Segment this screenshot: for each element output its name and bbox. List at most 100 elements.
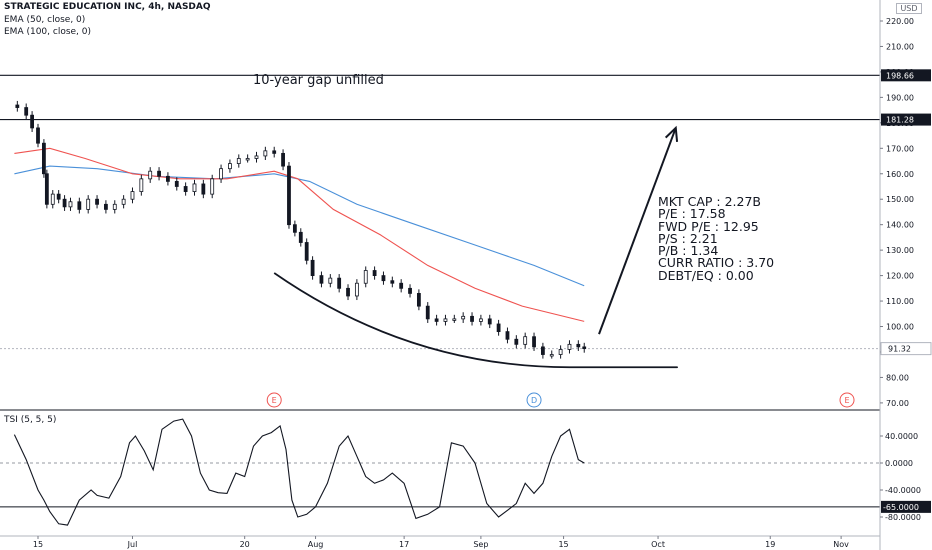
candle-body <box>292 224 297 233</box>
dividend-marker-label: D <box>531 396 537 405</box>
candle-body <box>505 331 510 340</box>
price-tick-label: 190.00 <box>886 93 914 102</box>
candle-body <box>514 338 519 345</box>
ema-50-legend[interactable]: EMA (50, close, 0) <box>4 15 86 25</box>
candle-body <box>337 277 342 289</box>
candle-body <box>68 201 73 208</box>
price-line-label: 198.66 <box>886 71 914 80</box>
tsi-line[interactable] <box>13 418 585 526</box>
candle-body <box>363 270 368 284</box>
candle-body <box>354 282 359 297</box>
ema-50-line[interactable] <box>14 147 585 322</box>
candle-body <box>328 277 333 284</box>
candle-body <box>272 150 277 154</box>
price-axis-background <box>880 0 932 550</box>
fundamental-line: P/B : 1.34 <box>658 243 719 259</box>
dividend-marker[interactable] <box>526 392 542 408</box>
candle-body <box>496 323 501 333</box>
candle-body <box>77 201 82 210</box>
price-tick-label: 210.00 <box>886 42 914 51</box>
candle-body <box>298 231 303 243</box>
candle-body <box>15 104 20 108</box>
candle-body <box>281 152 285 167</box>
price-tick-label: 120.00 <box>886 272 914 281</box>
time-tick-label: Nov <box>833 540 849 549</box>
candle-body <box>56 193 61 200</box>
candle-body <box>408 287 412 294</box>
candle-body <box>30 114 34 129</box>
tsi-tick-label: -40.0000 <box>885 486 921 495</box>
candle-body <box>523 336 528 345</box>
time-tick-label: 15 <box>33 540 43 549</box>
candle-body <box>381 275 386 282</box>
candle-body <box>95 198 99 205</box>
candle-body <box>254 155 259 159</box>
candle-body <box>263 150 268 157</box>
ema-100-legend[interactable]: EMA (100, close, 0) <box>4 27 92 37</box>
projection-arrowhead[interactable] <box>664 125 679 142</box>
candle-body <box>104 203 108 210</box>
price-tick-label: 170.00 <box>886 144 914 153</box>
price-tick-label: 80.00 <box>886 373 909 382</box>
candle-body <box>443 318 448 322</box>
fundamental-line: DEBT/EQ : 0.00 <box>658 267 754 283</box>
candle-body <box>50 193 55 205</box>
currency-label[interactable]: USD <box>896 3 922 14</box>
price-tick-label: 130.00 <box>886 246 914 255</box>
fundamental-line: P/E : 17.58 <box>658 206 726 222</box>
candle-body <box>416 293 421 307</box>
ema-lines <box>14 147 585 322</box>
candle-body <box>121 198 126 205</box>
tsi-level-label: -65.0000 <box>883 503 919 512</box>
tsi-level-badge <box>881 500 931 513</box>
candle-body <box>130 191 135 200</box>
earnings-marker[interactable] <box>839 392 855 408</box>
candle-body <box>174 180 179 187</box>
price-tick-label: 70.00 <box>886 399 909 408</box>
candle-body <box>201 183 206 195</box>
candle-body <box>62 198 67 208</box>
drawings <box>0 74 880 369</box>
tsi-tick-label: -80.0000 <box>885 513 921 522</box>
price-tick-label: 160.00 <box>886 170 914 179</box>
candle-body <box>425 305 430 320</box>
candle-body <box>461 315 466 320</box>
fundamental-line: P/S : 2.21 <box>658 230 718 246</box>
time-tick-label: 17 <box>399 540 409 549</box>
candle-body <box>192 183 197 192</box>
time-tick-label: Jul <box>127 540 138 549</box>
candle-body <box>287 165 291 226</box>
candle-body <box>346 287 350 297</box>
candle-body <box>236 158 241 164</box>
candle-body <box>540 346 545 355</box>
price-tick-label: 110.00 <box>886 297 914 306</box>
candle-body <box>42 142 46 175</box>
candle-body <box>549 354 554 357</box>
curved-support-drawing[interactable] <box>273 272 678 369</box>
candle-body <box>148 170 153 180</box>
earnings-marker[interactable] <box>266 392 282 408</box>
fundamental-line: MKT CAP : 2.27B <box>658 194 762 209</box>
tsi-tick-label: 0.0000 <box>885 459 913 468</box>
tsi-panel <box>0 418 880 526</box>
candle-body <box>166 175 170 182</box>
projection-arrow[interactable] <box>598 127 677 335</box>
candles <box>15 100 587 359</box>
tsi-tick-label: 40.0000 <box>885 432 918 441</box>
candle-body <box>139 178 144 192</box>
earnings-marker-label: E <box>844 396 849 405</box>
tsi-legend[interactable]: TSI (5, 5, 5) <box>4 415 57 425</box>
candle-body <box>228 163 232 170</box>
price-tick-label: 100.00 <box>886 323 914 332</box>
candle-body <box>319 275 324 284</box>
candle-body <box>576 343 581 348</box>
candle-body <box>86 198 91 210</box>
time-tick-label: 20 <box>240 540 250 549</box>
earnings-marker-label: E <box>272 396 277 405</box>
time-tick-label: Oct <box>651 540 665 549</box>
ema-100-line[interactable] <box>14 165 585 287</box>
candle-body <box>183 186 188 192</box>
candle-body <box>434 318 439 322</box>
